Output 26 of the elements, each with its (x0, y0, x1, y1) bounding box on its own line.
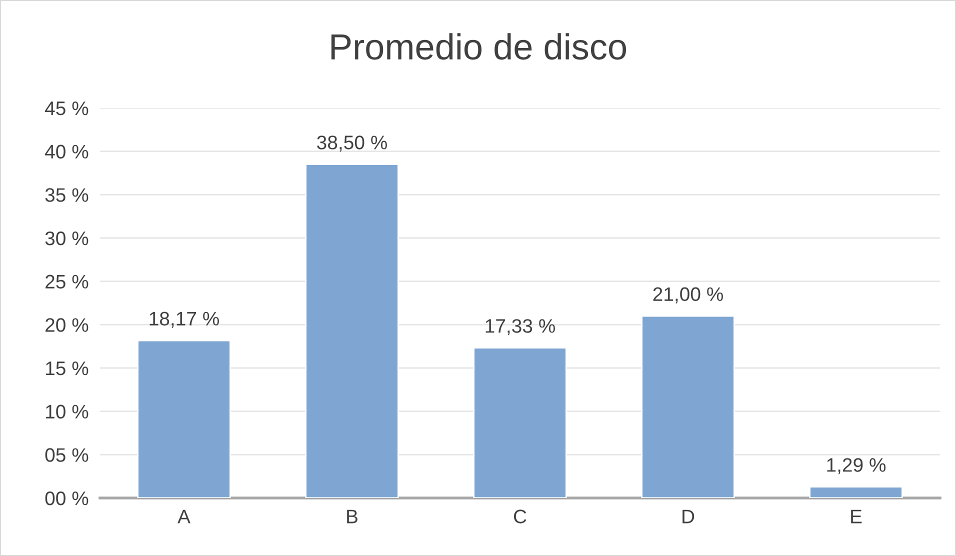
y-tick-label: 40 % (45, 144, 88, 159)
bar (305, 164, 399, 498)
y-tick-label: 10 % (46, 404, 88, 419)
chart-title: Promedio de disco (331, 33, 626, 60)
data-label: 1,29 % (827, 458, 886, 474)
bar (641, 315, 735, 498)
data-label: 21,00 % (653, 287, 723, 304)
y-tick-label: 30 % (45, 231, 88, 246)
y-tick-label: 05 % (45, 448, 88, 462)
data-label: 18,17 % (150, 312, 219, 328)
x-tick-label: E (851, 510, 862, 524)
x-tick-label: D (682, 510, 694, 524)
x-tick-label: A (178, 510, 190, 524)
bar (809, 486, 903, 498)
y-tick-label: 45 % (45, 102, 88, 116)
y-tick-label: 25 % (46, 274, 88, 289)
y-tick-label: 00 % (45, 491, 88, 506)
data-label: 38,50 % (317, 136, 387, 152)
x-tick-label: B (347, 510, 358, 524)
bar (473, 347, 567, 498)
y-tick-label: 35 % (45, 188, 88, 202)
data-label: 17,33 % (486, 319, 555, 336)
y-tick-label: 20 % (46, 318, 88, 332)
y-tick-label: 15 % (46, 362, 88, 376)
bar (137, 340, 231, 498)
x-tick-label: C (514, 510, 526, 524)
